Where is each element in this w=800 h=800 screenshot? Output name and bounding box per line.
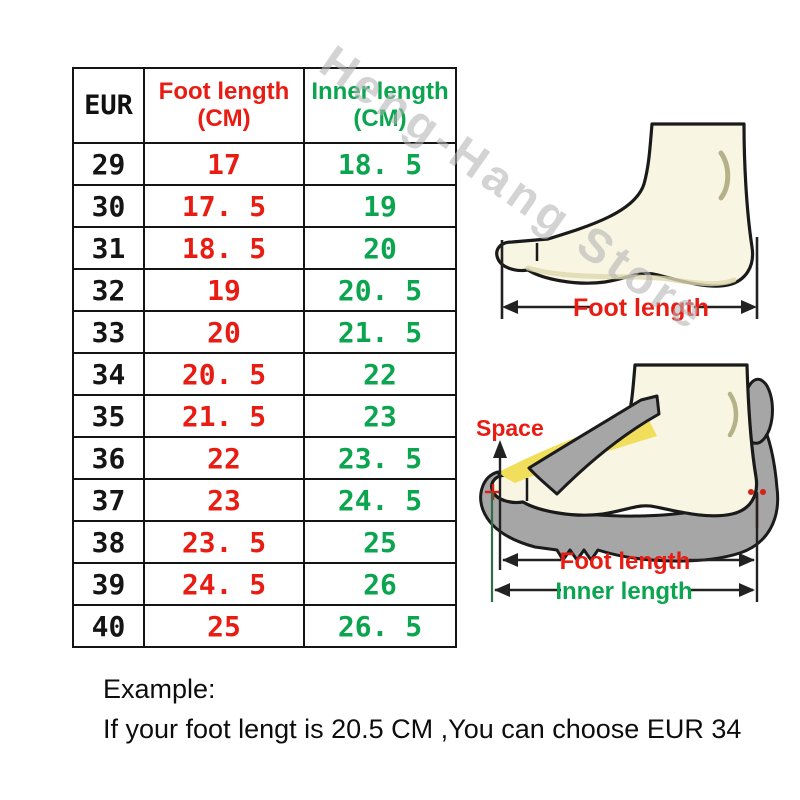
inner-length-arrowhead-left <box>494 583 510 597</box>
eur-cell: 39 <box>72 562 145 606</box>
eur-cell: 37 <box>72 478 145 522</box>
foot-length-cell: 18. 5 <box>143 226 305 270</box>
inner-length-cell: 21. 5 <box>303 310 457 354</box>
ankle-crescent-mark <box>718 150 731 201</box>
header-foot-length-line1: Foot length <box>158 77 290 105</box>
inner-length-cell: 23. 5 <box>303 436 457 480</box>
table-row: 38 23. 5 25 <box>72 520 457 564</box>
table-row: 40 25 26. 5 <box>72 604 457 648</box>
bare-foot-diagram: Foot length <box>495 122 759 322</box>
foot-in-shoe-diagram: Space Foot length Inner length <box>476 363 780 605</box>
arrowhead-right <box>741 300 757 314</box>
inner-length-cell: 22 <box>303 352 457 396</box>
foot-length-cell: 25 <box>143 604 305 648</box>
eur-cell: 31 <box>72 226 145 270</box>
foot-length-cell: 24. 5 <box>143 562 305 606</box>
header-inner-length: Inner length (CM) <box>303 67 457 144</box>
shoe-strap-shape <box>527 394 661 496</box>
foot-length-cell: 21. 5 <box>143 394 305 438</box>
eur-cell: 38 <box>72 520 145 564</box>
arrowhead-left <box>502 300 518 314</box>
eur-cell: 35 <box>72 394 145 438</box>
inner-length-cell: 26 <box>303 562 457 606</box>
foot-length-cell: 20. 5 <box>143 352 305 396</box>
table-row: 33 20 21. 5 <box>72 310 457 354</box>
inner-length-cell: 19 <box>303 184 457 228</box>
table-row: 31 18. 5 20 <box>72 226 457 270</box>
foot-length-cell: 23. 5 <box>143 520 305 564</box>
example-heading: Example: <box>103 674 216 704</box>
heel-mark-dot-1 <box>748 489 754 495</box>
foot-length-cell: 23 <box>143 478 305 522</box>
header-inner-length-line1: Inner length <box>311 77 449 105</box>
inner-length-cell: 24. 5 <box>303 478 457 522</box>
foot-length-cell: 17 <box>143 142 305 186</box>
table-row: 39 24. 5 26 <box>72 562 457 606</box>
example-sentence: If your foot lengt is 20.5 CM ,You can c… <box>103 714 742 744</box>
inner-length-arrowhead-right <box>739 583 755 597</box>
foot-length-cell: 20 <box>143 310 305 354</box>
table-row: 36 22 23. 5 <box>72 436 457 480</box>
foot-length-label-2: Foot length <box>560 548 691 575</box>
table-row: 37 23 24. 5 <box>72 478 457 522</box>
space-label: Space <box>476 415 544 441</box>
eur-cell: 32 <box>72 268 145 312</box>
header-inner-length-line2: (CM) <box>353 104 407 132</box>
table-row: 35 21. 5 23 <box>72 394 457 438</box>
eur-cell: 34 <box>72 352 145 396</box>
inner-length-cell: 20. 5 <box>303 268 457 312</box>
header-row: EUR Foot length (CM) Inner length (CM) <box>72 67 457 144</box>
inner-length-cell: 25 <box>303 520 457 564</box>
space-arrowhead-up <box>493 440 507 458</box>
bare-foot-shape <box>495 122 755 288</box>
eur-cell: 29 <box>72 142 145 186</box>
shoe-sole-shape <box>479 404 780 563</box>
table-row: 34 20. 5 22 <box>72 352 457 396</box>
table-row: 32 19 20. 5 <box>72 268 457 312</box>
foot-length-cell: 22 <box>143 436 305 480</box>
ankle-crescent-mark-2 <box>727 391 739 438</box>
foot-length-arrowhead-left <box>502 553 518 567</box>
size-table: EUR Foot length (CM) Inner length (CM) 2… <box>72 67 457 648</box>
header-foot-length: Foot length (CM) <box>143 67 305 144</box>
heel-mark-dot-2 <box>760 489 766 495</box>
size-table-header: EUR Foot length (CM) Inner length (CM) <box>72 67 457 144</box>
inner-length-cell: 18. 5 <box>303 142 457 186</box>
table-row: 29 17 18. 5 <box>72 142 457 186</box>
inner-length-cell: 23 <box>303 394 457 438</box>
foot-length-cell: 19 <box>143 268 305 312</box>
size-table-body: 29 17 18. 5 30 17. 5 19 31 18. 5 20 32 19 20. 5 33 20… <box>72 142 457 648</box>
foot-length-arrowhead-right <box>739 553 755 567</box>
header-eur: EUR <box>72 67 145 144</box>
table-row: 30 17. 5 19 <box>72 184 457 228</box>
eur-cell: 40 <box>72 604 145 648</box>
header-foot-length-line2: (CM) <box>197 104 251 132</box>
inner-length-cell: 20 <box>303 226 457 270</box>
sole-shading <box>525 265 737 287</box>
eur-cell: 30 <box>72 184 145 228</box>
inner-length-cell: 26. 5 <box>303 604 457 648</box>
eur-cell: 33 <box>72 310 145 354</box>
foot-length-cell: 17. 5 <box>143 184 305 228</box>
inner-length-label: Inner length <box>555 578 692 605</box>
foot-length-label: Foot length <box>573 294 709 322</box>
eur-cell: 36 <box>72 436 145 480</box>
